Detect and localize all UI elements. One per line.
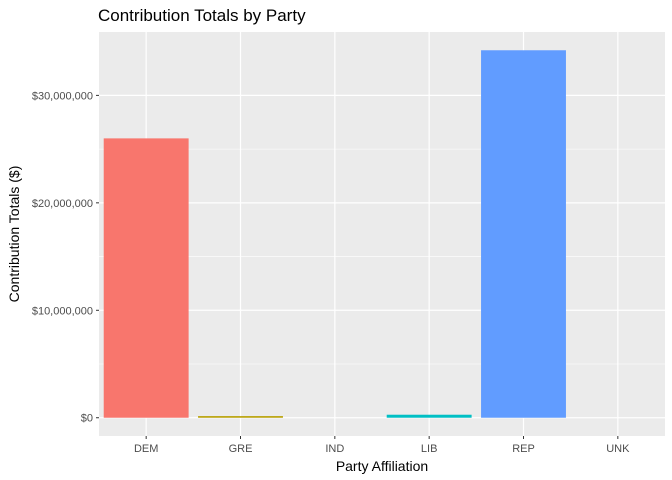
y-tick-label: $10,000,000 xyxy=(32,305,93,317)
x-axis-ticks: DEM GRE IND LIB REP UNK xyxy=(134,436,630,455)
bar-lib xyxy=(386,414,472,418)
y-axis-title: Contribution Totals ($) xyxy=(6,166,22,303)
x-tick-label: REP xyxy=(512,443,535,455)
x-tick-label: IND xyxy=(325,443,344,455)
major-gridlines xyxy=(99,32,665,436)
x-axis-title: Party Affiliation xyxy=(336,458,428,474)
x-tick-label: GRE xyxy=(229,443,253,455)
x-tick-label: LIB xyxy=(421,443,438,455)
y-axis-ticks: $0 $10,000,000 $20,000,000 $30,000,000 xyxy=(32,90,99,425)
bar-gre xyxy=(198,416,283,418)
plot-panel xyxy=(99,32,665,436)
x-tick-label: UNK xyxy=(606,443,630,455)
minor-gridlines xyxy=(99,148,665,365)
y-tick-label: $30,000,000 xyxy=(32,90,93,102)
chart-title: Contribution Totals by Party xyxy=(98,6,306,25)
bars xyxy=(103,50,566,418)
bar-rep xyxy=(481,50,566,418)
bar-dem xyxy=(103,138,189,418)
y-tick-label: $0 xyxy=(81,413,93,425)
x-tick-label: DEM xyxy=(134,443,158,455)
y-tick-label: $20,000,000 xyxy=(32,198,93,210)
